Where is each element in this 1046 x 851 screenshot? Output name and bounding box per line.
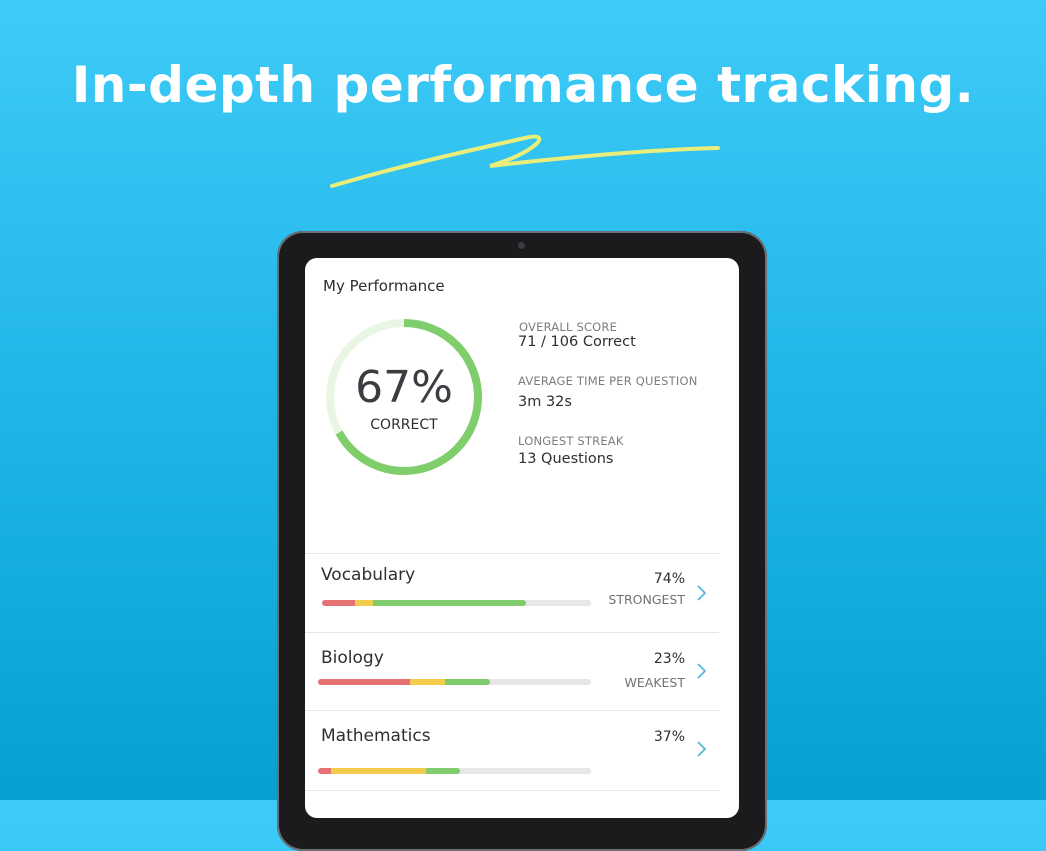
bar-segment	[445, 679, 490, 685]
squiggle	[330, 134, 720, 188]
subject-percent: 23%	[653, 651, 685, 667]
subject-tag: STRONGEST	[608, 592, 685, 607]
subject-tag: WEAKEST	[624, 675, 685, 690]
stat-label: LONGEST STREAK	[518, 434, 624, 448]
subject-name[interactable]: Vocabulary	[321, 565, 416, 585]
chevron[interactable]	[697, 741, 707, 757]
bar-segment	[355, 600, 373, 606]
score-arc	[326, 319, 482, 475]
separator	[305, 710, 719, 711]
subject-name[interactable]: Mathematics	[321, 726, 431, 746]
score: 67%	[355, 362, 453, 413]
stat-value: 13 Questions	[518, 451, 614, 467]
bar-segment	[318, 768, 331, 774]
screen: My Performance 67% CORRECT OVERALL SCORE…	[305, 258, 739, 818]
subject-percent: 74%	[653, 571, 685, 587]
score-caption: CORRECT	[370, 417, 438, 433]
chevron[interactable]	[697, 585, 707, 601]
separator	[305, 553, 719, 554]
progress-bar	[318, 768, 591, 774]
progress-bar	[318, 679, 591, 685]
separator	[305, 632, 719, 633]
stat-value: 3m 32s	[518, 394, 572, 410]
camera	[518, 242, 525, 249]
stat-value: 71 / 106 Correct	[518, 334, 636, 350]
bar-segment	[318, 679, 410, 685]
card-title: My Performance	[323, 277, 445, 295]
bar-segment	[322, 600, 355, 606]
bar-segment	[426, 768, 460, 774]
stat-label: OVERALL SCORE	[519, 320, 618, 334]
separator	[305, 790, 719, 791]
bar-segment	[373, 600, 526, 606]
bar-segment	[410, 679, 445, 685]
bar-segment	[331, 768, 426, 774]
subject-percent: 37%	[653, 729, 685, 745]
chevrons	[697, 585, 707, 757]
progress-bar	[322, 600, 591, 606]
score-ring	[326, 319, 482, 475]
headline: In-depth performance tracking.	[71, 56, 975, 114]
stat-label: AVERAGE TIME PER QUESTION	[518, 374, 698, 388]
chevron[interactable]	[697, 663, 707, 679]
subject-name[interactable]: Biology	[321, 648, 384, 668]
